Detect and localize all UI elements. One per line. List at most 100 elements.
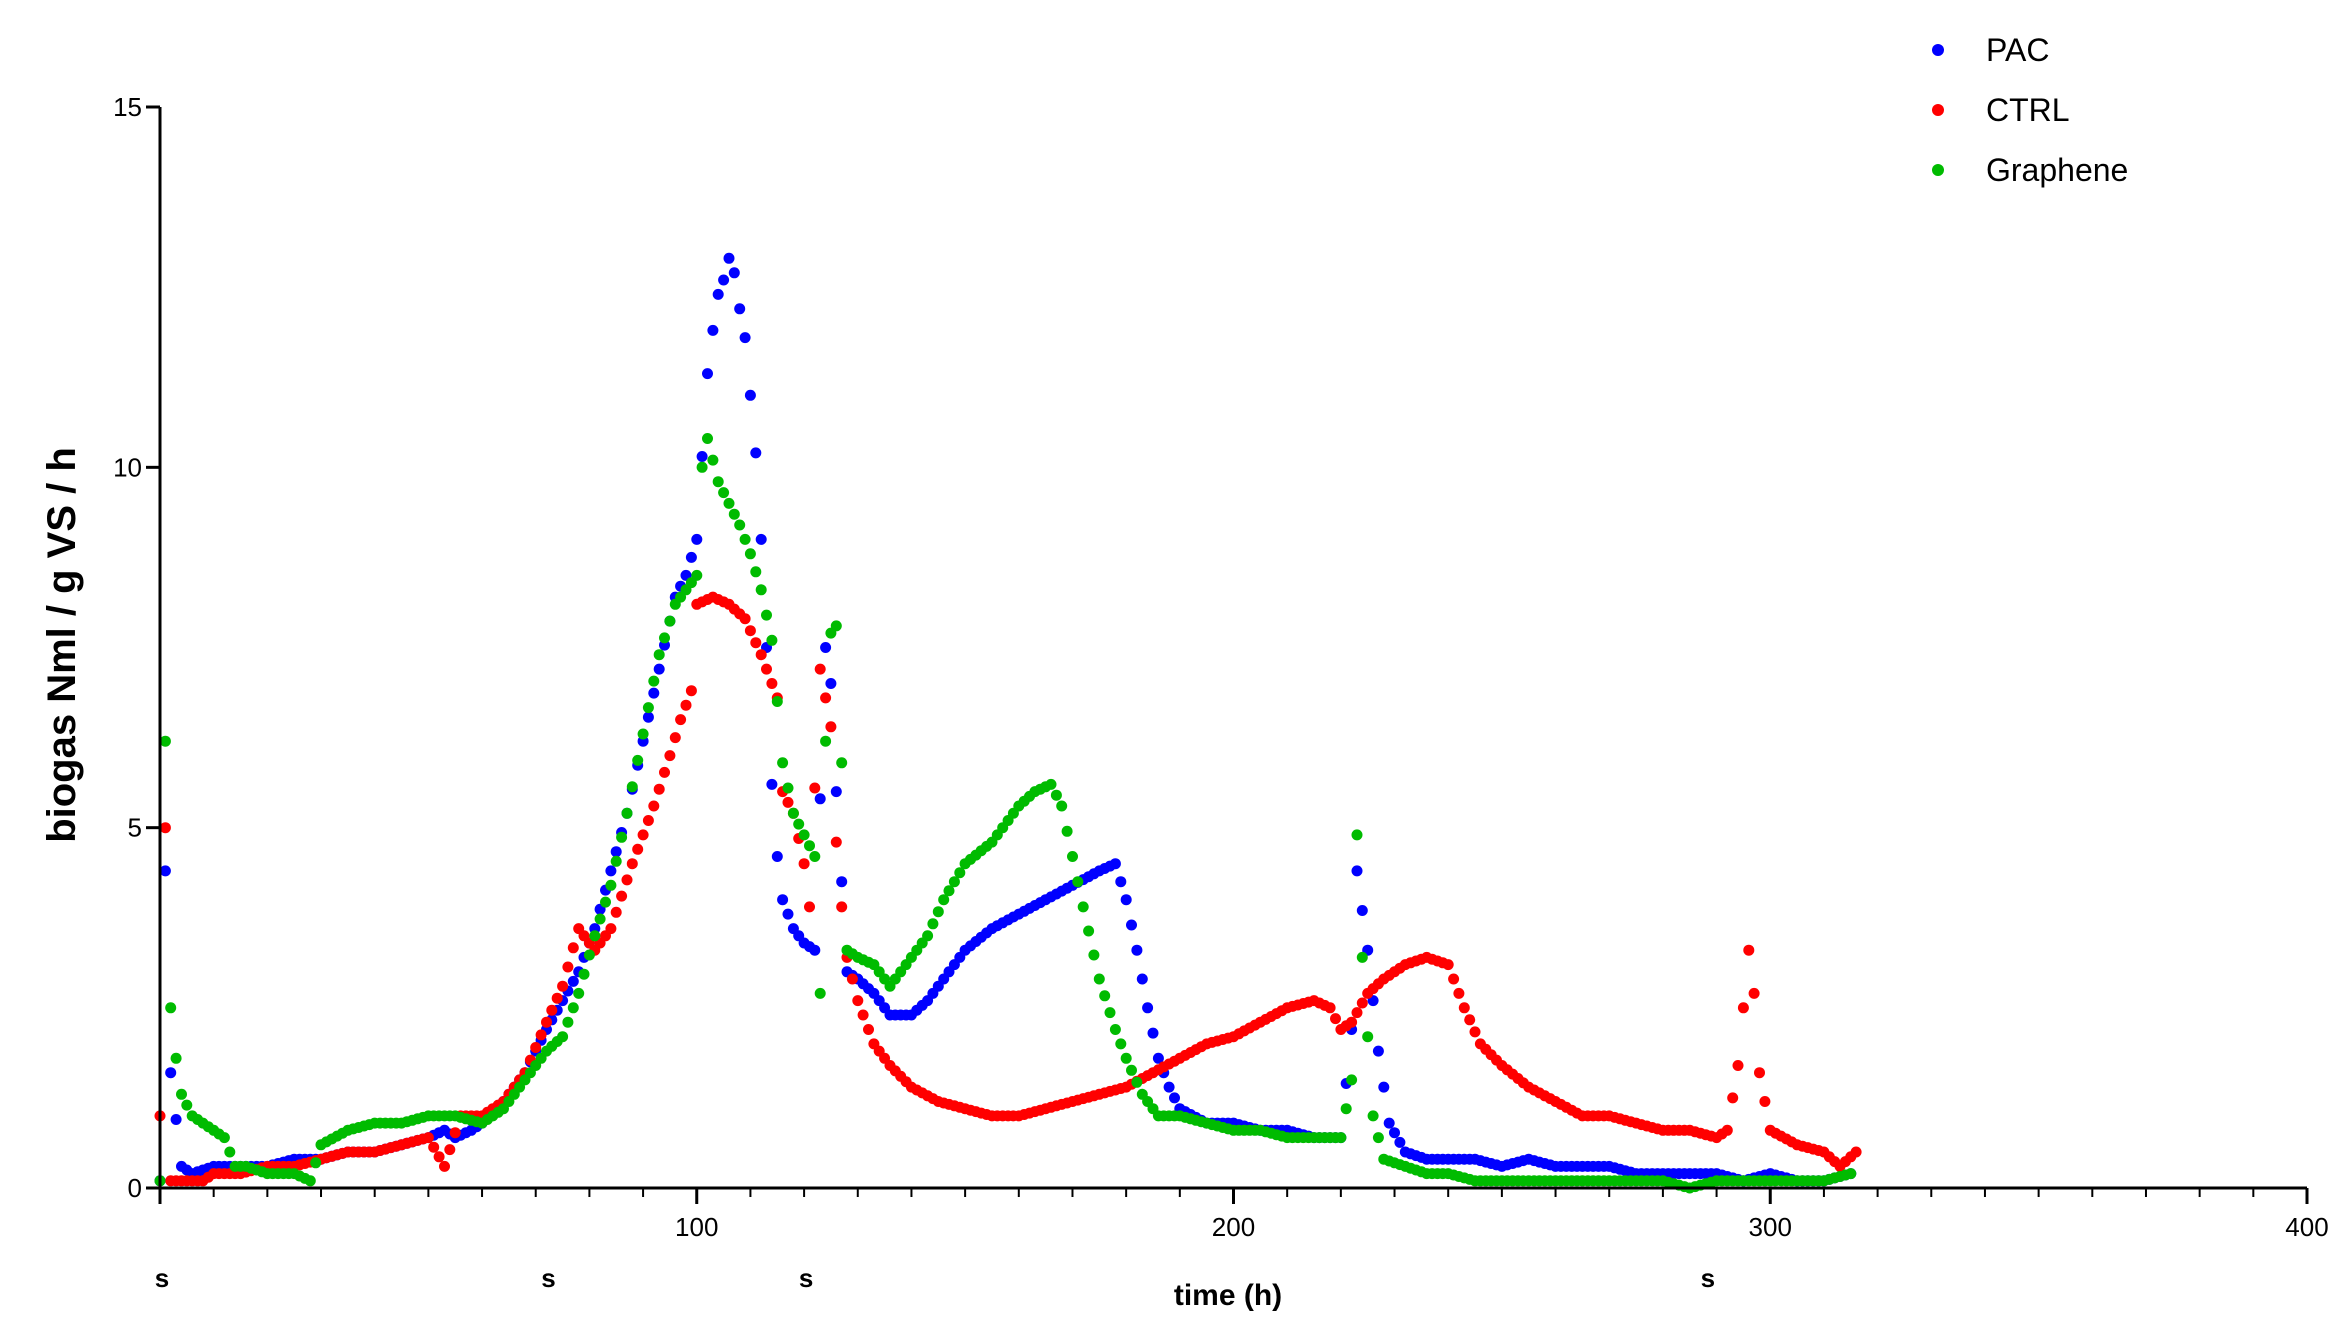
data-point: [159, 822, 171, 834]
legend-item-pac[interactable]: PAC: [1932, 32, 2049, 68]
data-point: [1126, 919, 1137, 931]
data-point: [1109, 858, 1121, 870]
data-point: [578, 968, 590, 980]
data-point: [218, 1132, 230, 1144]
data-point: [1083, 925, 1095, 937]
data-point: [830, 836, 842, 848]
data-point: [685, 551, 697, 563]
data-point: [546, 1004, 558, 1016]
data-point: [1845, 1168, 1857, 1180]
data-point: [669, 732, 681, 744]
data-point: [648, 675, 660, 687]
data-point: [814, 663, 826, 675]
data-point: [626, 858, 638, 870]
data-point: [1458, 1002, 1470, 1014]
x-axis-tick-labels: 100 200 300 400: [675, 1212, 2329, 1242]
data-point: [857, 1009, 869, 1021]
data-point: [739, 613, 751, 625]
sample-mark: s: [799, 1263, 813, 1293]
data-point: [1727, 1092, 1739, 1104]
data-point: [830, 620, 842, 632]
data-point: [696, 461, 708, 473]
data-point: [1389, 1127, 1400, 1139]
data-point: [804, 901, 815, 913]
data-point: [1061, 825, 1073, 837]
data-point: [541, 1016, 552, 1028]
y-tick-label: 0: [128, 1173, 142, 1203]
data-point: [750, 637, 762, 649]
data-point: [744, 625, 756, 637]
data-point: [744, 389, 756, 401]
data-point: [852, 995, 864, 1007]
data-point: [1120, 894, 1132, 906]
legend-marker: [1932, 44, 1944, 56]
data-point: [766, 634, 778, 646]
data-point: [755, 584, 767, 596]
data-point: [170, 1052, 182, 1064]
data-point: [562, 1016, 574, 1028]
data-point: [825, 721, 837, 733]
data-point: [428, 1141, 440, 1153]
data-point: [433, 1151, 445, 1163]
x-tick-label: 300: [1749, 1212, 1792, 1242]
data-point: [1850, 1146, 1862, 1158]
data-point: [1362, 1031, 1374, 1043]
data-point: [863, 1024, 874, 1035]
data-point: [702, 433, 713, 444]
data-point: [632, 843, 644, 855]
data-point: [610, 906, 622, 918]
data-point: [594, 913, 606, 925]
data-point: [176, 1088, 187, 1100]
data-point: [589, 930, 601, 942]
data-point: [777, 757, 789, 769]
data-point: [1394, 1136, 1406, 1148]
data-point: [755, 533, 767, 545]
data-point: [1072, 876, 1084, 888]
data-point: [1372, 1045, 1384, 1057]
data-point: [1383, 1117, 1395, 1129]
data-point: [1099, 990, 1111, 1002]
data-point: [771, 851, 783, 862]
data-point: [1045, 778, 1057, 790]
data-point: [1126, 1064, 1137, 1076]
data-point: [1453, 987, 1465, 999]
data-point: [567, 942, 579, 954]
data-point: [637, 728, 649, 740]
data-point: [224, 1146, 236, 1158]
data-point: [723, 497, 735, 509]
legend-item-graphene[interactable]: Graphene: [1932, 152, 2128, 188]
data-point: [922, 930, 934, 942]
data-point: [1131, 1076, 1143, 1088]
legend-item-ctrl[interactable]: CTRL: [1932, 92, 2070, 128]
data-point: [1748, 987, 1760, 999]
data-point: [616, 831, 628, 843]
data-point: [1351, 829, 1363, 841]
data-point: [1335, 1132, 1347, 1144]
data-point: [718, 487, 730, 499]
data-point: [1050, 789, 1062, 801]
data-point: [1346, 1074, 1358, 1086]
data-point: [809, 944, 821, 956]
data-point: [535, 1029, 547, 1041]
data-point: [567, 975, 579, 987]
data-point: [1109, 1024, 1121, 1035]
data-point: [948, 876, 960, 888]
data-point: [1721, 1124, 1733, 1136]
data-point: [836, 901, 848, 913]
data-point: [605, 865, 617, 877]
data-point: [181, 1099, 193, 1111]
data-point: [954, 867, 966, 879]
data-point: [1442, 959, 1454, 971]
data-point: [712, 476, 724, 488]
data-point: [680, 699, 692, 711]
data-point: [1356, 997, 1368, 1009]
data-point: [793, 818, 805, 830]
legend[interactable]: PAC CTRL Graphene: [1932, 32, 2128, 188]
data-point: [1147, 1027, 1159, 1039]
data-point: [750, 447, 762, 459]
sample-mark: s: [1701, 1263, 1715, 1293]
data-point: [659, 766, 670, 778]
data-point: [761, 663, 772, 675]
data-point: [1169, 1092, 1180, 1104]
